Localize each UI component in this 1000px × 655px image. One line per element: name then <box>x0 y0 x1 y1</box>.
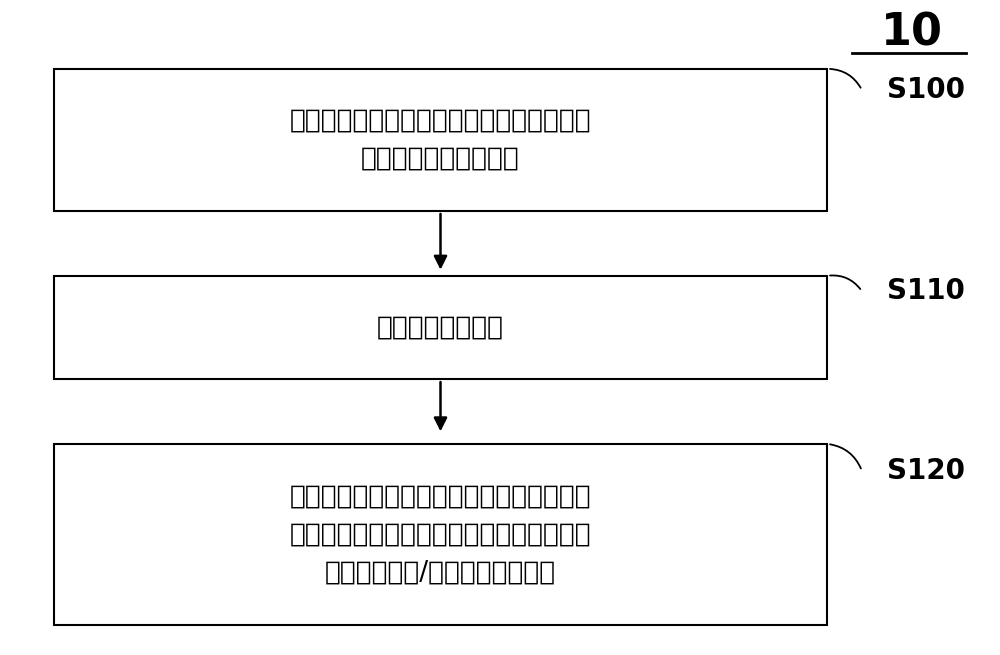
Text: S120: S120 <box>887 457 965 485</box>
Text: S110: S110 <box>887 277 965 305</box>
Bar <box>54 276 827 379</box>
Bar <box>54 69 827 211</box>
Text: S100: S100 <box>887 76 965 104</box>
Text: 10: 10 <box>881 12 943 55</box>
Text: 获取第一校准图像: 获取第一校准图像 <box>377 314 504 341</box>
Bar <box>54 444 827 625</box>
Text: 对所述第一校准图像和所述实测图像进行处
理，获得所述实测图像预设区域内像素点的
相对灰度值和/或相对通道颜色值: 对所述第一校准图像和所述实测图像进行处 理，获得所述实测图像预设区域内像素点的 … <box>290 483 591 586</box>
Text: 将实测试纸插入所述试纸检测设备，获取所
述实测试纸的实测图像: 将实测试纸插入所述试纸检测设备，获取所 述实测试纸的实测图像 <box>290 108 591 172</box>
